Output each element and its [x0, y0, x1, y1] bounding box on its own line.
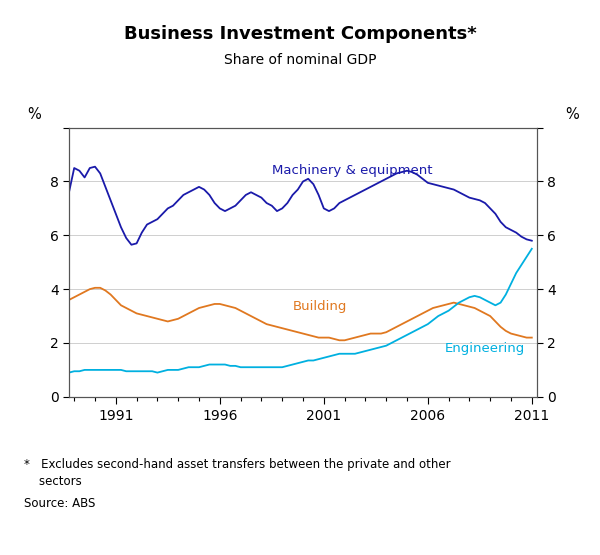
- Text: %: %: [27, 107, 41, 122]
- Text: Building: Building: [293, 300, 347, 314]
- Text: Engineering: Engineering: [445, 342, 524, 355]
- Text: Share of nominal GDP: Share of nominal GDP: [224, 53, 376, 67]
- Text: Business Investment Components*: Business Investment Components*: [124, 25, 476, 43]
- Text: *   Excludes second-hand asset transfers between the private and other: * Excludes second-hand asset transfers b…: [24, 458, 451, 471]
- Text: %: %: [565, 107, 579, 122]
- Text: Machinery & equipment: Machinery & equipment: [272, 164, 433, 178]
- Text: Source: ABS: Source: ABS: [24, 497, 95, 509]
- Text: sectors: sectors: [24, 475, 82, 487]
